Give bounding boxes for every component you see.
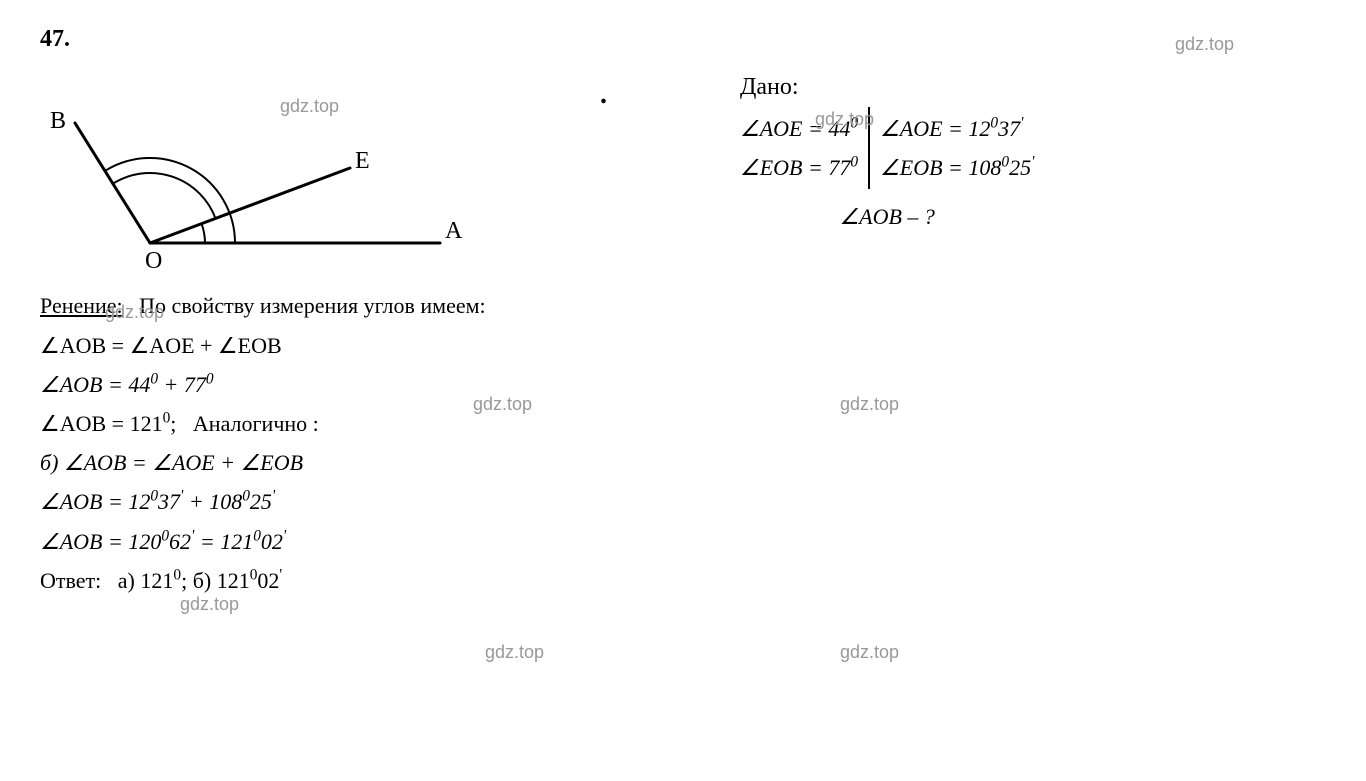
given-aoe-1: ∠AOE = 44 <box>740 116 850 141</box>
watermark: gdz.top <box>840 638 899 667</box>
solution-label: Ренение: <box>40 293 123 318</box>
dot-marker: . <box>600 73 607 118</box>
solution-line-1: ∠AOB = ∠AOE + ∠EOB <box>40 328 1326 363</box>
given-column-1: ∠AOE = 440 ∠EOB = 770 <box>740 107 868 189</box>
analogous-label: Аналогично : <box>193 411 319 436</box>
solution-section: Ренение: По свойству измерения углов име… <box>40 288 1326 598</box>
watermark: gdz.top <box>485 638 544 667</box>
answer-a: а) 121 <box>118 568 174 593</box>
svg-text:B: B <box>50 108 66 134</box>
svg-text:O: O <box>145 248 162 268</box>
svg-text:E: E <box>355 148 370 174</box>
given-eob-2: ∠EOB = 108 <box>880 155 1001 180</box>
answer-label: Ответ: <box>40 568 101 593</box>
given-aoe-2: ∠AOE = 12 <box>880 116 990 141</box>
given-question: ∠AOB – ? <box>740 199 1034 234</box>
problem-number: 47. <box>40 20 1326 58</box>
given-column-2: ∠AOE = 12037' ∠EOB = 108025' <box>868 107 1034 189</box>
answer-b: б) 121 <box>193 568 250 593</box>
solution-line-3: ∠AOB = 121 <box>40 411 163 436</box>
svg-text:A: A <box>445 218 463 244</box>
b-line-2: ∠AOB = 12 <box>40 489 150 514</box>
solution-part-b: б) ∠AOB = ∠AOE + ∠EOB <box>40 445 1326 480</box>
top-section: B E A O . Дано: ∠AOE = 440 ∠EOB = 770 ∠AOE … <box>40 68 1326 268</box>
angle-diagram: B E A O <box>40 68 540 268</box>
solution-line-2: ∠AOB = 44 <box>40 372 150 397</box>
solution-intro: По свойству измерения углов имеем: <box>139 293 485 318</box>
given-title: Дано: <box>740 68 1034 106</box>
given-eob-1: ∠EOB = 77 <box>740 155 850 180</box>
given-section: Дано: ∠AOE = 440 ∠EOB = 770 ∠AOE = 12037… <box>740 68 1034 234</box>
b-line-3: ∠AOB = 120 <box>40 529 161 554</box>
